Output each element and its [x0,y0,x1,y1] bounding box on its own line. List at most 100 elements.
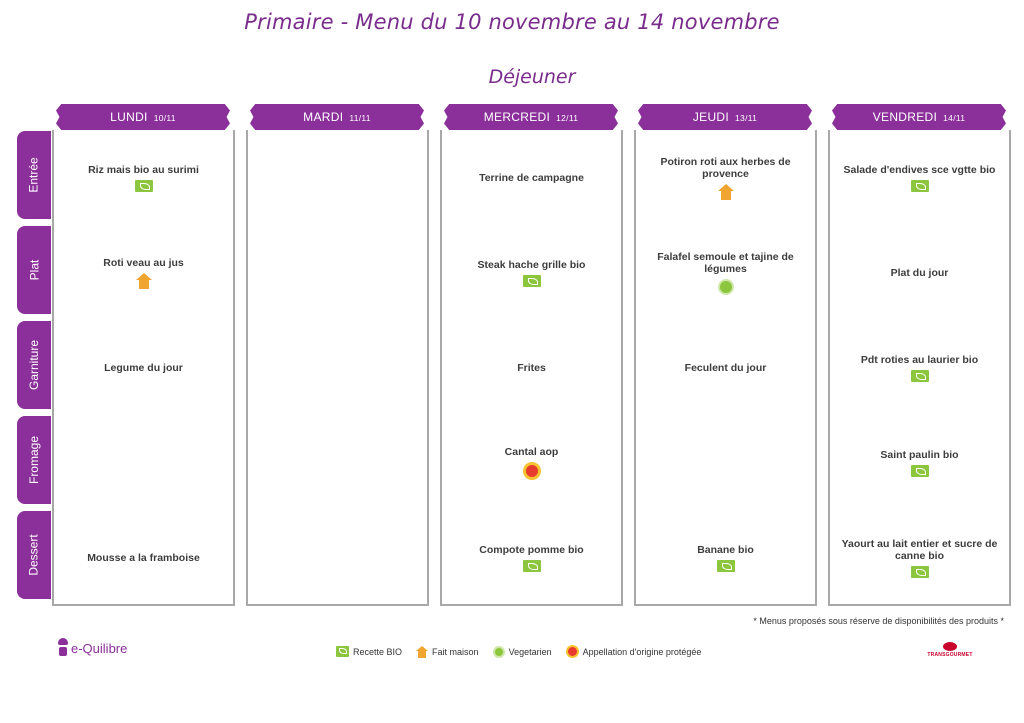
legend-item-bio: Recette BIO [336,646,402,657]
bio-leaf-icon [910,464,929,477]
transgourmet-logo: TRANSGOURMET [926,642,974,658]
dish-name: Feculent du jour [684,361,767,374]
dish-name: Frites [517,361,546,374]
bio-leaf-icon [522,274,541,287]
menu-cell: Yaourt au lait entier et sucre de canne … [828,510,1011,605]
dish-name: Salade d'endives sce vgtte bio [843,163,996,176]
house-icon [135,272,152,289]
transgourmet-mark-icon [943,642,957,651]
day-date: 10/11 [153,113,176,123]
dish-name: Cantal aop [504,445,559,458]
menu-cell: Falafel semoule et tajine de légumes [634,225,817,320]
dish-name: Riz mais bio au surimi [88,163,199,176]
dish-labels [910,464,929,477]
course-label: Plat [17,226,51,314]
menu-cell: Feculent du jour [634,320,817,415]
day-header-mardi: MARDI 11/11 [250,104,424,130]
bio-leaf-icon [910,179,929,192]
menu-cell: Frites [440,320,623,415]
meal-title: Déjeuner [488,66,576,88]
dish-name: Compote pomme bio [479,543,584,556]
dish-name: Saint paulin bio [880,448,959,461]
course-label: Fromage [17,416,51,504]
dish-name: Mousse a la framboise [87,551,200,564]
bio-leaf-icon [522,559,541,572]
chef-hat-icon [58,638,68,656]
menu-cell: Banane bio [634,510,817,605]
menu-cell: Potiron roti aux herbes de provence [634,130,817,225]
equilibre-logo-text: e-Quilibre [71,641,128,656]
day-column-lundi [52,130,235,606]
course-label-text: Dessert [27,534,41,576]
menu-cell: Roti veau au jus [52,225,235,320]
day-name: MERCREDI [483,110,551,124]
legend-label: Fait maison [432,646,479,657]
dish-labels [134,179,153,192]
bio-leaf-icon [716,559,735,572]
day-date: 12/11 [556,113,579,123]
day-date: 13/11 [735,113,758,123]
transgourmet-logo-text: TRANSGOURMET [927,652,973,658]
menu-cell: Cantal aop [440,415,623,510]
legend-label: Vegetarien [508,646,552,657]
dish-labels [522,461,541,480]
bio-leaf-icon [910,369,929,382]
menu-cell: Steak hache grille bio [440,225,623,320]
day-header-lundi: LUNDI 10/11 [56,104,230,130]
day-header-jeudi: JEUDI 13/11 [638,104,812,130]
dish-labels [717,183,734,200]
course-label: Garniture [17,321,51,409]
menu-cell: Riz mais bio au surimi [52,130,235,225]
equilibre-logo: e-Quilibre [58,638,127,656]
legend: Recette BIO Fait maison Vegetarien Appellat… [336,645,701,658]
day-column-mercredi [440,130,623,606]
dish-labels [910,369,929,382]
legend-label: Appellation d'origine protégée [582,646,702,657]
dish-name: Falafel semoule et tajine de légumes [657,250,794,275]
day-name: MARDI [303,110,344,124]
day-column-mardi [246,130,429,606]
dish-name: Steak hache grille bio [477,258,586,271]
dish-name: Roti veau au jus [103,256,184,269]
day-date: 14/11 [943,113,966,123]
availability-note: * Menus proposés sous réserve de disponi… [753,616,1004,626]
course-label-text: Plat [27,259,41,281]
menu-cell: Legume du jour [52,320,235,415]
dish-name: Plat du jour [890,266,949,279]
dish-labels [910,179,929,192]
dish-labels [910,565,929,578]
dish-labels [717,278,734,295]
page-title: Primaire - Menu du 10 novembre au 14 nov… [244,10,780,34]
bio-leaf-icon [910,565,929,578]
day-name: JEUDI [692,110,730,124]
vegetarian-icon [717,278,734,295]
menu-cell: Salade d'endives sce vgtte bio [828,130,1011,225]
dish-name: Banane bio [697,543,754,556]
dish-name: Yaourt au lait entier et sucre de canne … [841,537,998,562]
aop-seal-icon [565,645,579,658]
dish-name: Terrine de campagne [479,171,584,184]
dish-name: Legume du jour [104,361,183,374]
day-header-mercredi: MERCREDI 12/11 [444,104,618,130]
day-column-vendredi [828,130,1011,606]
menu-cell: Mousse a la framboise [52,510,235,605]
course-label-text: Entrée [27,157,42,193]
dish-labels [716,559,735,572]
legend-item-aop: Appellation d'origine protégée [565,645,702,658]
course-label-text: Garniture [27,339,41,391]
house-icon [416,645,429,658]
dish-labels [135,272,152,289]
dish-name: Potiron roti aux herbes de provence [660,155,791,180]
vegetarian-icon [492,645,505,658]
legend-item-vegetarien: Vegetarien [492,645,552,658]
aop-seal-icon [522,461,541,480]
bio-leaf-icon [336,646,349,657]
legend-label: Recette BIO [353,646,403,657]
dish-name: Pdt roties au laurier bio [860,353,979,366]
dish-labels [522,274,541,287]
course-label: Entrée [17,131,51,219]
house-icon [717,183,734,200]
menu-cell: Terrine de campagne [440,130,623,225]
day-date: 11/11 [349,113,371,123]
dish-labels [522,559,541,572]
